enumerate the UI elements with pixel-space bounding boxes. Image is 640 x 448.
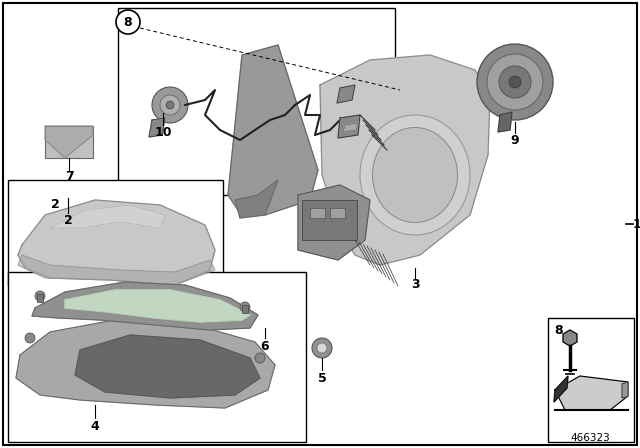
- Text: 466323: 466323: [570, 433, 610, 443]
- Circle shape: [317, 343, 327, 353]
- Bar: [302, 200, 357, 240]
- Text: 2: 2: [63, 214, 72, 227]
- Circle shape: [116, 10, 140, 34]
- Text: 9: 9: [511, 134, 519, 146]
- Polygon shape: [563, 330, 577, 346]
- Polygon shape: [228, 45, 318, 215]
- Circle shape: [160, 95, 180, 115]
- Polygon shape: [555, 376, 628, 410]
- Text: 7: 7: [65, 171, 74, 184]
- Bar: [330, 208, 345, 218]
- Polygon shape: [18, 200, 215, 285]
- Text: 2: 2: [51, 198, 60, 211]
- Circle shape: [499, 66, 531, 98]
- Bar: [8, 272, 306, 442]
- Polygon shape: [554, 376, 568, 402]
- Polygon shape: [149, 118, 165, 137]
- Circle shape: [255, 353, 265, 363]
- Text: 6: 6: [260, 340, 269, 353]
- Bar: [242, 305, 248, 313]
- Bar: [118, 8, 395, 195]
- Circle shape: [487, 54, 543, 110]
- Circle shape: [152, 87, 188, 123]
- Polygon shape: [75, 335, 260, 398]
- Polygon shape: [337, 85, 355, 103]
- Polygon shape: [16, 320, 275, 408]
- Polygon shape: [320, 55, 490, 265]
- Text: 3: 3: [411, 279, 419, 292]
- Ellipse shape: [372, 128, 458, 223]
- Bar: [310, 208, 325, 218]
- Circle shape: [312, 338, 332, 358]
- Polygon shape: [32, 282, 258, 330]
- Circle shape: [240, 302, 250, 312]
- Bar: [37, 294, 43, 302]
- Polygon shape: [18, 255, 215, 285]
- Polygon shape: [338, 115, 360, 138]
- Polygon shape: [50, 205, 165, 228]
- Circle shape: [35, 291, 45, 301]
- Text: 8: 8: [555, 323, 563, 336]
- Polygon shape: [298, 185, 370, 260]
- Text: 1: 1: [632, 217, 640, 231]
- Text: 8: 8: [124, 16, 132, 29]
- Polygon shape: [498, 112, 512, 132]
- Polygon shape: [45, 126, 93, 158]
- Text: 5: 5: [317, 371, 326, 384]
- Bar: [548, 318, 634, 442]
- Text: 10: 10: [154, 125, 172, 138]
- Bar: [45, 126, 93, 158]
- Text: 4: 4: [91, 419, 99, 432]
- Bar: [8, 180, 223, 285]
- Polygon shape: [343, 123, 358, 132]
- Circle shape: [25, 333, 35, 343]
- Circle shape: [166, 101, 174, 109]
- Polygon shape: [622, 382, 628, 398]
- Circle shape: [509, 76, 521, 88]
- Ellipse shape: [360, 115, 470, 235]
- Circle shape: [477, 44, 553, 120]
- Polygon shape: [235, 180, 278, 218]
- Polygon shape: [65, 290, 250, 322]
